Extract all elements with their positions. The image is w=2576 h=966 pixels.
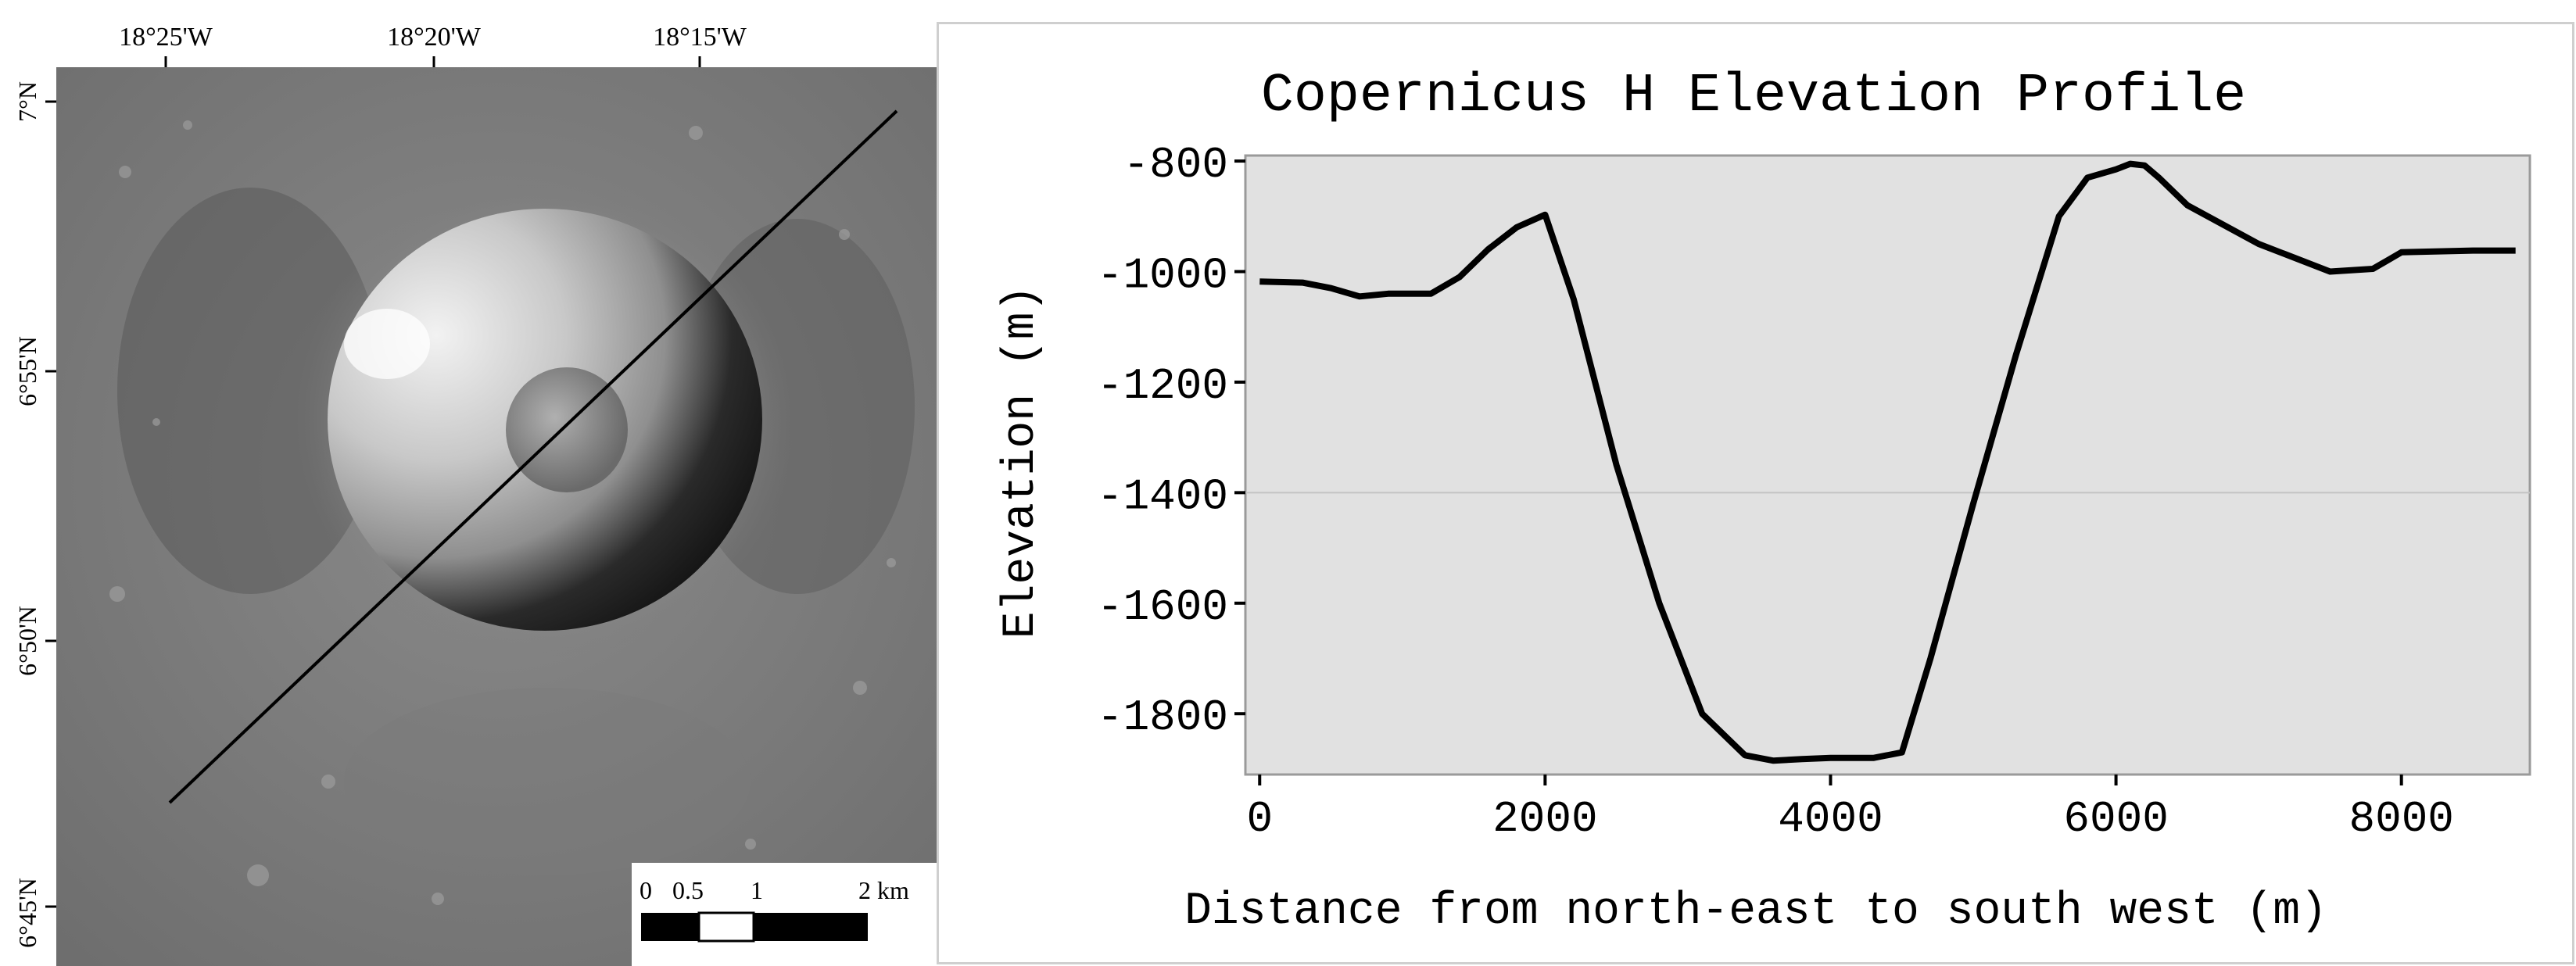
scale-label: 0.5 [672,876,704,904]
lon-tick-label: 18°20'W [387,23,482,52]
lat-tick-label: 6°45'N [13,878,41,948]
lat-tick-label: 6°50'N [13,606,41,676]
y-tick-label: -1000 [1097,251,1228,301]
lat-tick-label: 6°55'N [13,336,41,406]
profile-line [168,109,898,804]
x-tick-label: 6000 [2063,794,2168,844]
scale-bar: 0 0.5 1 2 km [632,863,938,966]
x-tick-label: 0 [1246,794,1273,844]
chart-title: Copernicus H Elevation Profile [1261,66,2246,127]
y-tick-label: -1600 [1097,582,1228,632]
lon-tick-label: 18°15'W [653,23,747,52]
lat-tick-label: 7°N [13,81,41,122]
x-tick-label: 2000 [1492,794,1597,844]
y-tick-label: -1400 [1097,471,1228,521]
x-tick-label: 8000 [2348,794,2453,844]
lon-tick-label: 18°25'W [119,23,213,52]
x-axis-label: Distance from north-east to south west (… [1184,886,2327,937]
y-tick-label: -1200 [1097,361,1228,411]
x-tick-label: 4000 [1778,794,1883,844]
map-panel: 18°25'W 18°20'W 18°15'W 7°N 6°55'N 6°50'… [0,0,938,966]
small-craters [109,120,896,905]
y-axis: -800 -1000 -1200 -1400 -1600 -1800 [1097,140,1245,742]
chart-panel: Copernicus H Elevation Profile -800 -1000… [937,22,2574,964]
y-axis-label: Elevation (m) [996,285,1047,639]
y-tick-label: -1800 [1097,692,1228,742]
elevation-chart: Copernicus H Elevation Profile -800 -1000… [996,66,2531,937]
scale-label: 2 km [858,876,909,904]
y-tick-label: -800 [1123,140,1228,190]
series-line-elevation [1259,160,2516,764]
central-peak [506,367,628,492]
scale-label: 0 [640,876,652,904]
map-figure: 18°25'W 18°20'W 18°15'W 7°N 6°55'N 6°50'… [13,23,938,966]
scale-label: 1 [751,876,763,904]
plot-area [1244,154,2531,776]
x-axis: 0 2000 4000 6000 8000 [1246,775,2454,844]
